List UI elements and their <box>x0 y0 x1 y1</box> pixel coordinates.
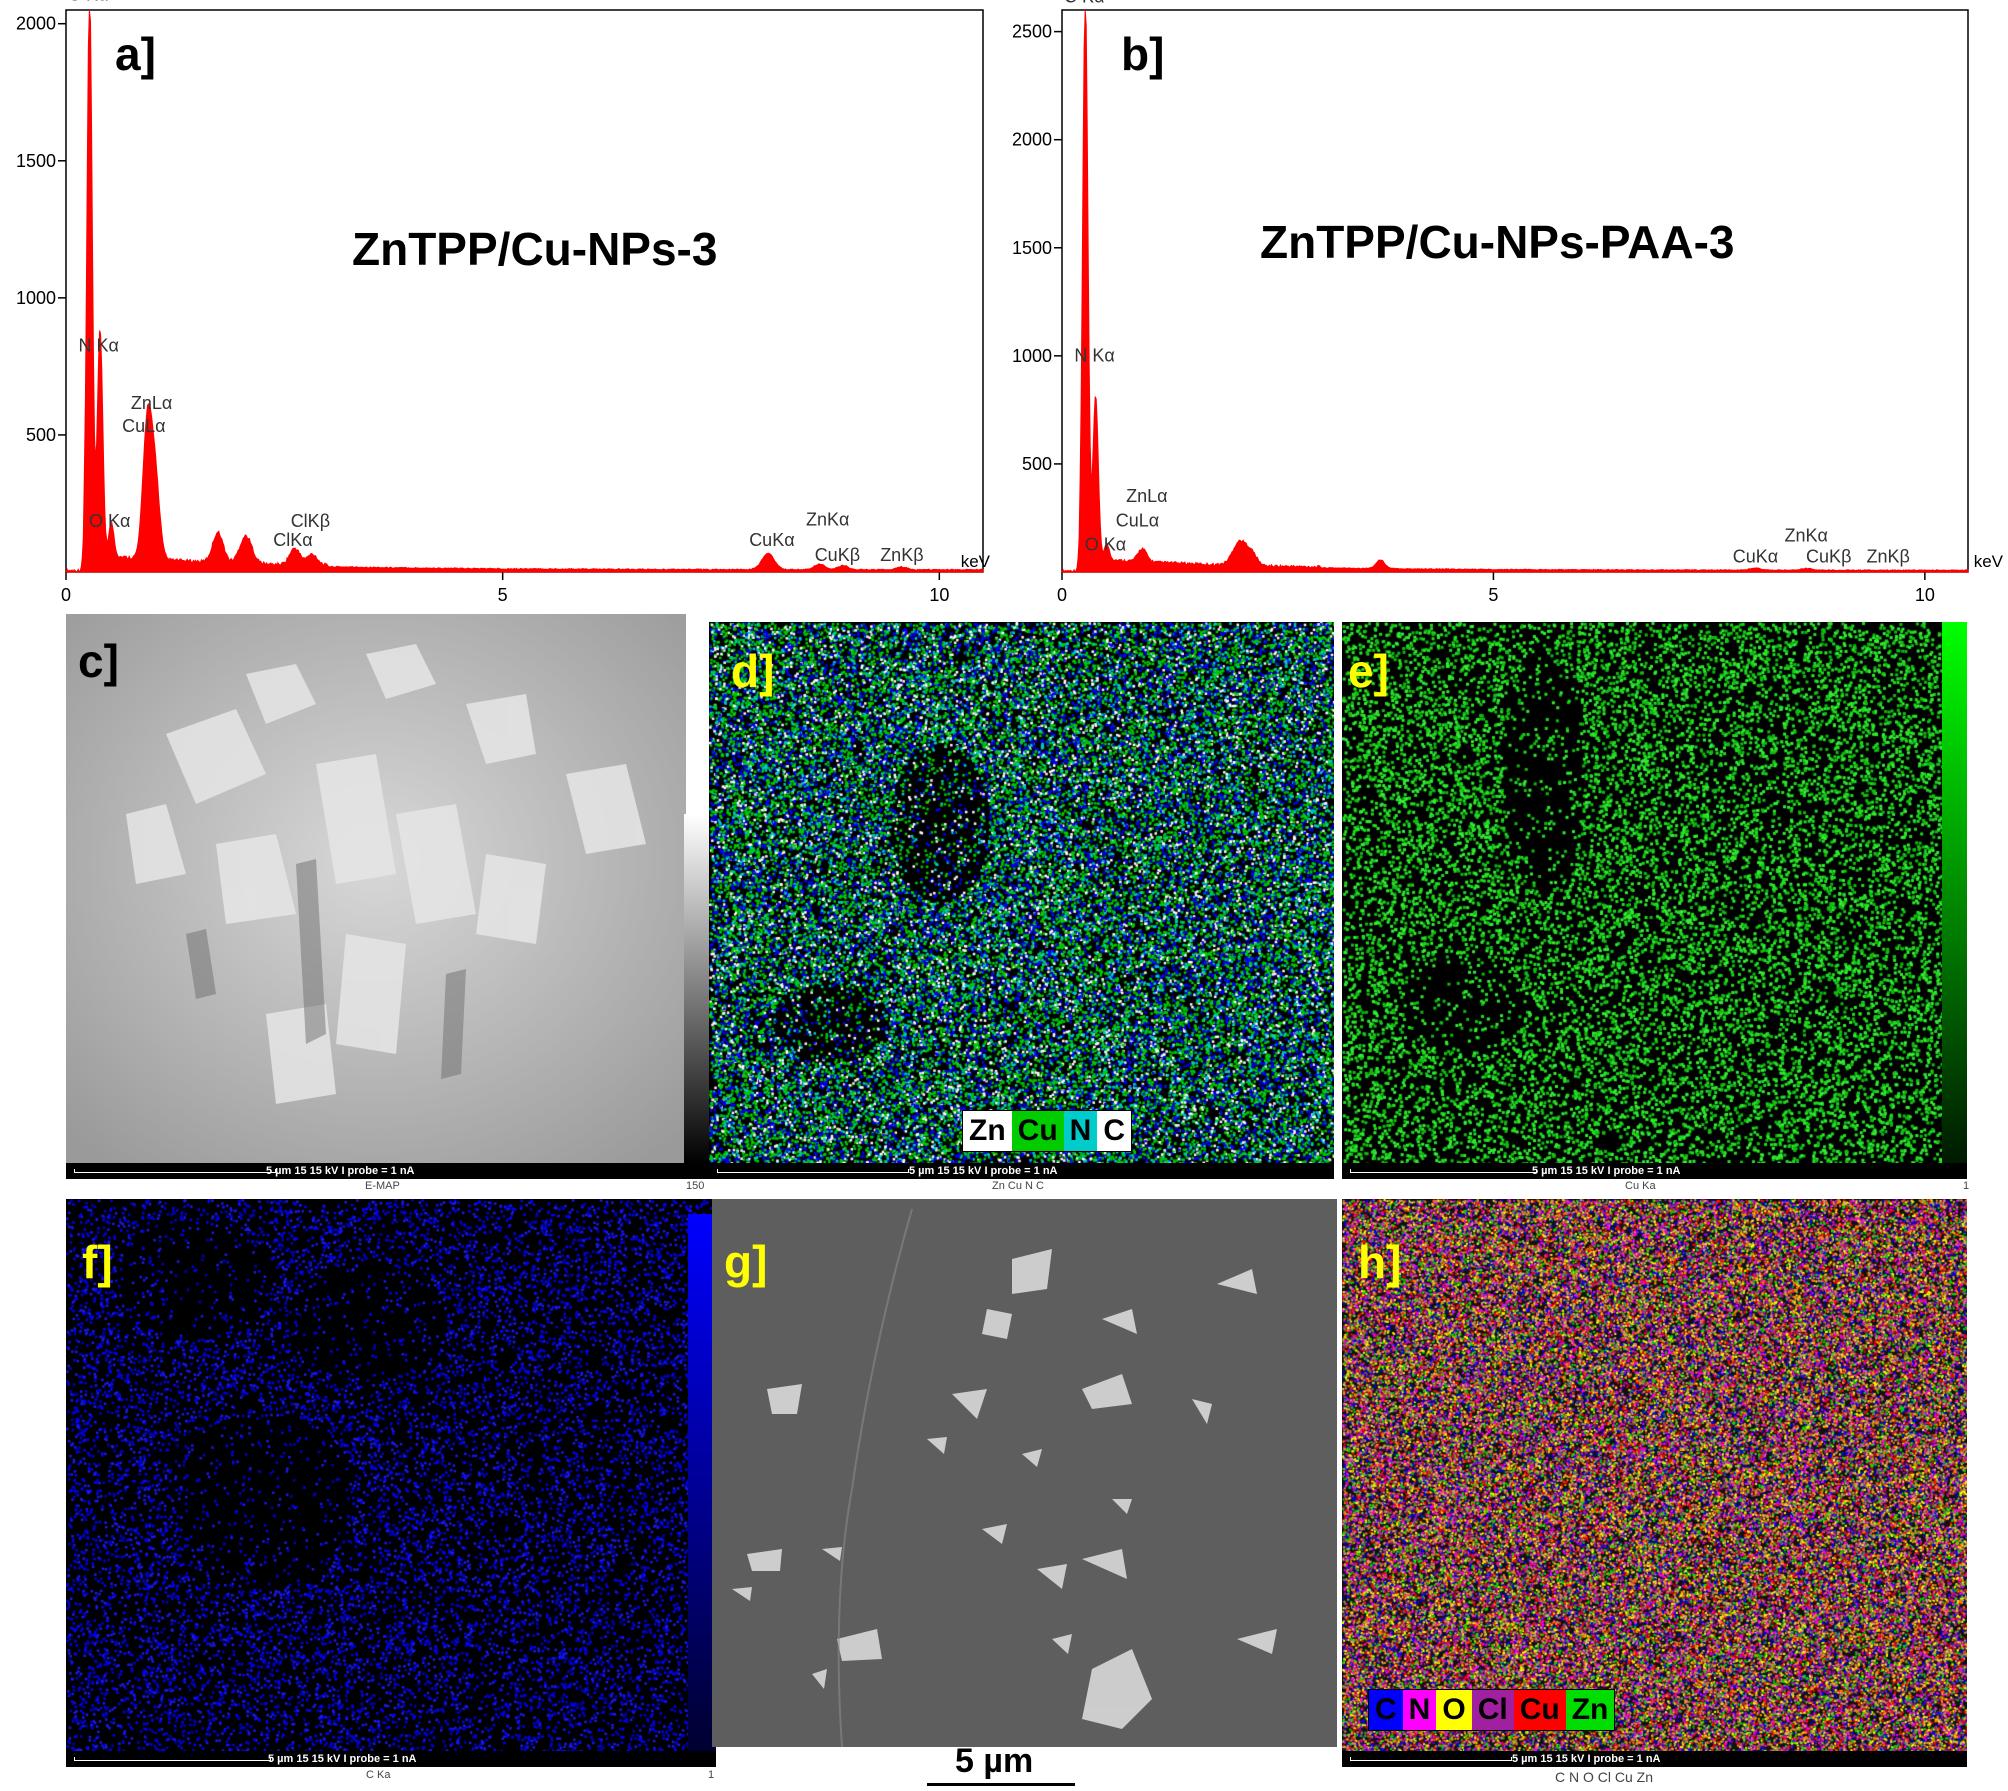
legend-h-o: O <box>1436 1690 1472 1730</box>
peak-label-0-0: C Kα <box>68 0 108 4</box>
peak-label-1-2: O Kα <box>1085 534 1126 554</box>
caption-h: C N O Cl Cu Zn <box>1555 1769 1654 1785</box>
x-tick-label-1-0: 0 <box>1057 585 1067 605</box>
scale-footer-f: 5 µm 15 15 kV I probe = 1 nA <box>66 1751 716 1767</box>
caption-c-max: 150 <box>686 1180 705 1192</box>
caption-e-max: 1 <box>1963 1180 1970 1192</box>
legend-d-c: C <box>1097 1111 1131 1151</box>
legend-h-n: N <box>1402 1690 1437 1730</box>
spectrum-series-0 <box>65 9 984 573</box>
scale-footer-d: 5 µm 15 15 kV I probe = 1 nA <box>709 1163 1334 1179</box>
peak-label-0-6: ClKα <box>273 530 312 550</box>
footer-text-h: 5 µm 15 15 kV I probe = 1 nA <box>1512 1753 1661 1765</box>
legend-d-n: N <box>1063 1111 1098 1151</box>
panel-label-c: c] <box>78 635 119 687</box>
footer-text-c: 5 µm 15 15 kV I probe = 1 nA <box>266 1165 415 1177</box>
scale-footer-h: 5 µm 15 15 kV I probe = 1 nA <box>1342 1751 1967 1767</box>
y-tick-label-0-0: 500 <box>26 425 56 445</box>
panel-h-element-map: h] C N O Cl Cu Zn 5 µm 15 15 kV I probe … <box>1342 1199 1967 1767</box>
peak-label-0-5: ClKβ <box>291 511 330 531</box>
panel-g-sem-image: g] <box>712 1199 1337 1747</box>
caption-f: C Ka <box>366 1769 391 1781</box>
caption-f-max: 1 <box>708 1769 715 1781</box>
panel-label-f: f] <box>82 1236 113 1288</box>
x-tick-label-1-2: 10 <box>1915 585 1935 605</box>
panel-label-d: d] <box>731 645 775 697</box>
footer-text-d: 5 µm 15 15 kV I probe = 1 nA <box>909 1165 1058 1177</box>
peak-label-0-8: ZnKα <box>806 509 849 529</box>
scale-label-g: 5 µm <box>955 1742 1034 1780</box>
peak-label-1-1: N Kα <box>1074 345 1114 365</box>
colorbar-f <box>688 1214 716 1751</box>
x-tick-label-1-1: 5 <box>1488 585 1498 605</box>
peak-label-0-1: N Kα <box>78 335 118 355</box>
panel-label-h: h] <box>1358 1236 1402 1288</box>
peak-label-0-7: CuKα <box>749 530 794 550</box>
panel-label-b: b] <box>1121 28 1164 80</box>
panel-label-a: a] <box>115 28 156 80</box>
peak-label-1-4: CuLα <box>1116 511 1159 531</box>
x-unit-b: keV <box>1974 552 2004 571</box>
peak-label-1-3: ZnLα <box>1126 486 1167 506</box>
peak-label-1-8: ZnKβ <box>1866 546 1909 566</box>
x-tick-label-0-2: 10 <box>929 585 949 605</box>
y-tick-label-0-2: 1500 <box>16 151 56 171</box>
y-tick-label-0-1: 1000 <box>16 288 56 308</box>
legend-h-c: C <box>1369 1690 1403 1730</box>
footer-text-e: 5 µm 15 15 kV I probe = 1 nA <box>1532 1165 1681 1177</box>
y-tick-label-1-2: 1500 <box>1012 238 1052 258</box>
peak-label-0-9: CuKβ <box>815 545 860 565</box>
peak-label-0-10: ZnKβ <box>880 545 923 565</box>
x-unit-a: keV <box>961 552 991 571</box>
legend-d-cu: Cu <box>1011 1111 1064 1151</box>
legend-h-cu: Cu <box>1513 1690 1566 1730</box>
peak-label-0-4: CuLα <box>122 416 165 436</box>
legend-h-zn: Zn <box>1565 1690 1615 1730</box>
panel-label-g: g] <box>724 1236 768 1288</box>
panel-f-c-map: f] 5 µm 15 15 kV I probe = 1 nA <box>66 1199 716 1767</box>
legend-h-cl: Cl <box>1471 1690 1514 1730</box>
spectrum-b: b] ZnTPP/Cu-NPs-PAA-3 keV 500 1000 1500 200… <box>1012 0 2004 605</box>
peak-label-0-2: O Kα <box>89 511 130 531</box>
scale-bar-g <box>927 1783 1075 1786</box>
legend-d: Zn Cu N C <box>962 1110 1132 1152</box>
y-tick-label-0-3: 2000 <box>16 14 56 34</box>
y-tick-label-1-0: 500 <box>1022 454 1052 474</box>
y-tick-label-1-1: 1000 <box>1012 346 1052 366</box>
scale-footer-e: 5 µm 15 15 kV I probe = 1 nA <box>1342 1163 1967 1179</box>
colorbar-e <box>1942 622 1967 1163</box>
peak-label-1-7: CuKβ <box>1806 546 1851 566</box>
panel-e-cu-map: e] 5 µm 15 15 kV I probe = 1 nA <box>1342 622 1967 1179</box>
x-tick-label-0-1: 5 <box>498 585 508 605</box>
footer-text-f: 5 µm 15 15 kV I probe = 1 nA <box>268 1753 417 1765</box>
legend-h: C N O Cl Cu Zn <box>1368 1689 1616 1731</box>
peak-label-1-6: ZnKα <box>1784 526 1827 546</box>
peak-label-0-3: ZnLα <box>131 393 172 413</box>
y-tick-label-1-3: 2000 <box>1012 130 1052 150</box>
panel-c-sem-image: c] 5 µm 15 15 kV I probe = 1 nA <box>66 614 716 1179</box>
chart-title-a: ZnTPP/Cu-NPs-3 <box>352 223 717 275</box>
panel-d-overlay-map: d] Zn Cu N C 5 µm 15 15 kV I probe = 1 n… <box>709 622 1334 1179</box>
scale-footer-c: 5 µm 15 15 kV I probe = 1 nA <box>66 1163 716 1179</box>
chart-title-b: ZnTPP/Cu-NPs-PAA-3 <box>1260 216 1735 268</box>
spectrum-series-1 <box>1061 9 1969 573</box>
peak-label-1-5: CuKα <box>1733 546 1778 566</box>
caption-d: Zn Cu N C <box>992 1180 1044 1192</box>
plot-frame-1 <box>1061 9 1969 573</box>
plot-frame-0 <box>65 9 984 573</box>
caption-e: Cu Ka <box>1625 1180 1656 1192</box>
y-tick-label-1-4: 2500 <box>1012 22 1052 42</box>
peak-label-1-0: C Kα <box>1064 0 1104 6</box>
legend-d-zn: Zn <box>963 1111 1012 1151</box>
spectrum-a: a] ZnTPP/Cu-NPs-3 keV 500 1000 1500 2000 0 5 1… <box>16 0 991 605</box>
x-tick-label-0-0: 0 <box>61 585 71 605</box>
caption-c: E-MAP <box>365 1180 400 1192</box>
panel-label-e: e] <box>1348 645 1389 697</box>
